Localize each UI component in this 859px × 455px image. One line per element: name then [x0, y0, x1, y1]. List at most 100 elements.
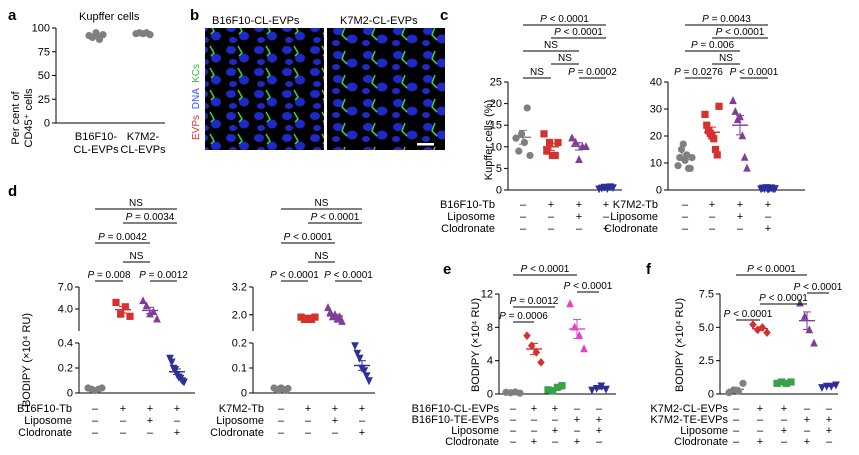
panel-d-left-g4-point [166, 354, 174, 363]
panel-e-condition-sign: – [510, 403, 517, 415]
panel-c-right-g1-point [679, 140, 687, 148]
panel-d-right-pvalue: P < 0.0001 [270, 270, 319, 281]
panel-d-left-condition-sign: – [120, 427, 127, 439]
panel-e-g4-point [580, 344, 588, 353]
panel-c-left-g2-point [543, 147, 551, 155]
panel-d-right-condition-sign: – [278, 415, 285, 427]
panel-e-g3-point [558, 382, 566, 390]
panel-f-condition-sign: + [804, 414, 810, 426]
panel-c-right-g2-point [713, 151, 721, 159]
panel-c-right-g1-point [674, 162, 682, 170]
panel-c-left-ytick-label: 20 [490, 98, 502, 110]
panel-f-ytick-label: 7.5 [699, 289, 714, 301]
panel-d-left-condition-sign: + [174, 427, 180, 439]
panel-a-title: Kupffer cells [79, 11, 140, 23]
panel-d-right-condition-sign: + [305, 403, 311, 415]
panel-c-right-condition-label: K7M2-Tb [613, 199, 658, 211]
panel-e-condition-label: B16F10-TE-EVPs [412, 414, 500, 426]
panel-c-left-g2-point [551, 151, 559, 160]
panel-d-left-g4-point [180, 378, 188, 387]
panel-c-left-pvalue: NS [544, 40, 558, 51]
panel-c-left-g2-point [546, 138, 554, 147]
panel-e-condition-label: Liposome [451, 425, 499, 437]
panel-c-left-g3-point [568, 133, 576, 142]
panel-f-ytick-label: 2.5 [699, 355, 714, 367]
panel-c-right-ytick-label: 30 [650, 104, 662, 116]
panel-c-left-condition-sign: – [576, 223, 583, 235]
panel-c-left-ytick-label: 0 [496, 185, 502, 197]
panel-d-left-condition-label: B16F10-Tb [17, 403, 72, 415]
panel-c-right-g3-point [729, 96, 737, 105]
panel-d-right-pvalue: P < 0.0001 [311, 212, 360, 223]
side-label-kcs: KCs [191, 64, 202, 83]
panel-d-right-condition-sign: – [305, 427, 312, 439]
panel-f-condition-label: K7M2-TE-EVPs [650, 414, 728, 426]
panel-c-chart: Kupffer cells (%) 0 5 10 15 20 25 0 10 20 30 40 P … [440, 14, 805, 235]
panel-d-left-g2-point [112, 298, 120, 307]
micrograph-title-b16: B16F10-CL-EVPs [212, 15, 300, 27]
panel-label-f: f [646, 261, 652, 278]
panel-e-condition-sign: + [596, 425, 602, 437]
panel-e-pvalue: P < 0.0001 [564, 281, 613, 292]
panel-d-right-g4-point [355, 354, 364, 363]
panel-d-right-lower-ytick-label: 0.1 [232, 363, 247, 375]
panel-c-left-g3-point [571, 137, 580, 146]
panel-label-d: d [8, 183, 17, 200]
panel-d-left-pvalue: P = 0.0034 [126, 212, 175, 223]
panel-e-condition-sign: + [552, 403, 558, 415]
panel-e-pvalue: P < 0.0001 [521, 264, 570, 275]
panel-d-left-condition-sign: + [147, 403, 153, 415]
panel-c-right-g2-point [710, 135, 718, 143]
panel-e-condition-sign: + [552, 425, 558, 437]
side-label-dna: DNA [191, 88, 202, 109]
panel-e-condition-sign: – [574, 403, 581, 415]
panel-d-left-condition-sign: + [120, 403, 126, 415]
panel-d-chart: BODIPY (×10⁴ RU) 4.0 7.0 0 0.2 0.4 2.0 3.2 0 0.1… [17, 198, 375, 439]
panel-d-left-g1-point [98, 384, 106, 392]
panel-c-left-pvalue: P < 0.0001 [554, 27, 603, 38]
panel-f-condition-sign: + [781, 403, 787, 415]
panel-c-left-ytick-label: 5 [496, 163, 502, 175]
panel-e-condition-sign: – [531, 414, 538, 426]
panel-f-ylabel: BODIPY (×10⁴ RU) [674, 298, 686, 392]
panel-c-right-condition-sign: – [682, 199, 689, 211]
panel-f-g1-point [739, 379, 747, 387]
panel-e-chart: BODIPY (×10⁴ RU) 0 4 8 12 P < 0.0001 P = 0.00… [412, 264, 616, 448]
panel-f-condition-sign: – [781, 414, 788, 426]
panel-d-left-condition-sign: – [92, 403, 99, 415]
panel-d-left-pvalue: P = 0.0012 [139, 270, 188, 281]
panel-c-left-g2-point [554, 138, 562, 147]
panel-c-left-condition-sign: + [603, 199, 609, 211]
panel-f-condition-label: Liposome [680, 425, 728, 437]
panel-c-left-condition-sign: – [548, 211, 555, 223]
panel-c-right-ytick-label: 0 [656, 185, 662, 197]
panel-c-right-g1-point [686, 164, 694, 172]
panel-a-ytick-label: 75 [38, 46, 50, 58]
panel-f-pvalue: P < 0.0001 [747, 264, 796, 275]
panel-e-condition-sign: + [574, 436, 580, 448]
panel-c-left-g1-point [512, 134, 520, 142]
panel-a-k7m2-point [146, 31, 154, 39]
panel-f-ytick-label: 5.0 [699, 322, 714, 334]
panel-c-left-condition-label: Liposome [447, 211, 495, 223]
panel-c-left-pvalue: P < 0.0001 [540, 14, 589, 25]
panel-a-ylabel: Per cent ofCD45⁺ cells [10, 88, 35, 147]
panel-d-left-pvalue: NS [129, 198, 143, 209]
panel-c-left-g2-point [540, 130, 548, 138]
panel-c-right-g3-point [740, 152, 749, 161]
panel-f-condition-sign: + [757, 403, 763, 415]
panel-c-right-condition-sign: – [682, 223, 689, 235]
panel-d-right-lower-ytick-label: 0 [241, 388, 247, 400]
panel-c-right-condition-sign: + [765, 223, 771, 235]
panel-d-left-g4-point [167, 358, 176, 367]
panel-c-left-condition-sign: – [548, 223, 555, 235]
panel-c-right-pvalue: P < 0.0001 [716, 27, 765, 38]
panel-c-right-ytick-label: 20 [650, 131, 662, 143]
panel-c-left-condition-label: B16F10-Tb [440, 199, 495, 211]
panel-c-right-condition-sign: + [765, 199, 771, 211]
panel-f-condition-sign: – [757, 414, 764, 426]
panel-e-condition-sign: – [574, 425, 581, 437]
panel-f-condition-sign: + [826, 414, 832, 426]
